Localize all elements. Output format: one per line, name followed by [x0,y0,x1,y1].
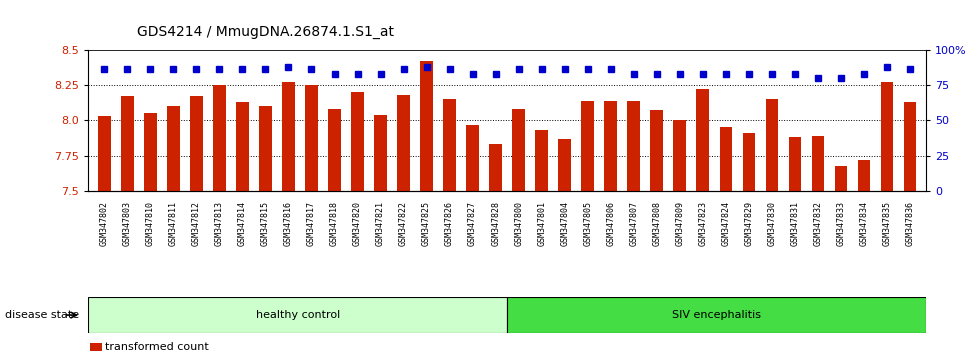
Bar [190,96,203,191]
Bar [305,85,318,191]
Bar [627,101,640,191]
Bar [121,96,133,191]
Bar [904,102,916,191]
Bar [858,160,870,191]
Bar [697,89,710,191]
Bar [535,130,548,191]
Bar [581,101,594,191]
Bar [88,297,508,333]
Bar [508,297,926,333]
Bar [651,110,663,191]
Bar [743,133,756,191]
Bar [466,125,479,191]
Bar [513,109,525,191]
Bar [443,99,456,191]
Text: SIV encephalitis: SIV encephalitis [672,310,761,320]
Bar [236,102,249,191]
Bar [374,115,387,191]
Bar [328,109,341,191]
Text: transformed count: transformed count [105,342,209,352]
Bar [835,166,848,191]
Bar [259,106,271,191]
Bar [559,139,571,191]
Bar [397,95,410,191]
Bar [282,82,295,191]
Text: healthy control: healthy control [256,310,340,320]
Bar [719,127,732,191]
Text: disease state: disease state [5,310,79,320]
Bar [144,113,157,191]
Text: GDS4214 / MmugDNA.26874.1.S1_at: GDS4214 / MmugDNA.26874.1.S1_at [137,25,394,39]
Bar [489,144,502,191]
Bar [881,82,894,191]
Bar [673,120,686,191]
Bar [167,106,179,191]
Bar [811,136,824,191]
Bar [605,101,617,191]
Bar [213,85,225,191]
Bar [351,92,364,191]
Bar [420,61,433,191]
Bar [98,116,111,191]
Bar [765,99,778,191]
Bar [789,137,802,191]
